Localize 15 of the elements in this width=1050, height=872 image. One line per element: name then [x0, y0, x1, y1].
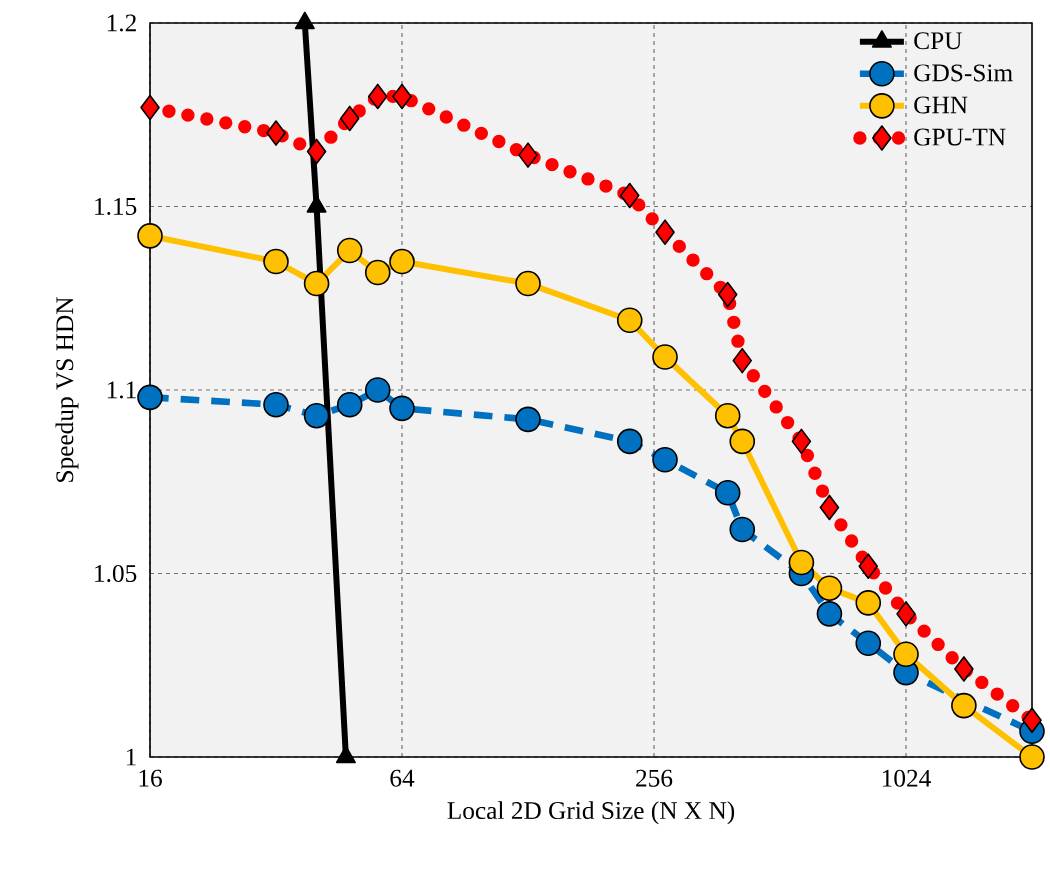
- x-tick-label: 64: [390, 769, 415, 787]
- y-tick-label: 1.1: [107, 381, 136, 399]
- x-tick-label: 1024: [882, 769, 931, 787]
- x-tick-label: 16: [139, 769, 162, 787]
- legend-label: GDS-Sim: [914, 64, 1013, 82]
- legend-label: GHN: [914, 96, 968, 114]
- y-tick-label: 1.05: [95, 564, 137, 583]
- y-tick-label: 1.15: [95, 197, 137, 216]
- x-tick-label: 256: [636, 769, 673, 787]
- y-axis-title: Speedup VS HDN: [55, 297, 79, 482]
- legend-label: GPU-TN: [914, 128, 1006, 146]
- x-axis-title: Local 2D Grid Size (N X N): [447, 801, 735, 825]
- y-tick-label: 1: [126, 748, 136, 766]
- y-tick-label: 1.2: [107, 14, 136, 32]
- legend-label: CPU: [914, 32, 962, 50]
